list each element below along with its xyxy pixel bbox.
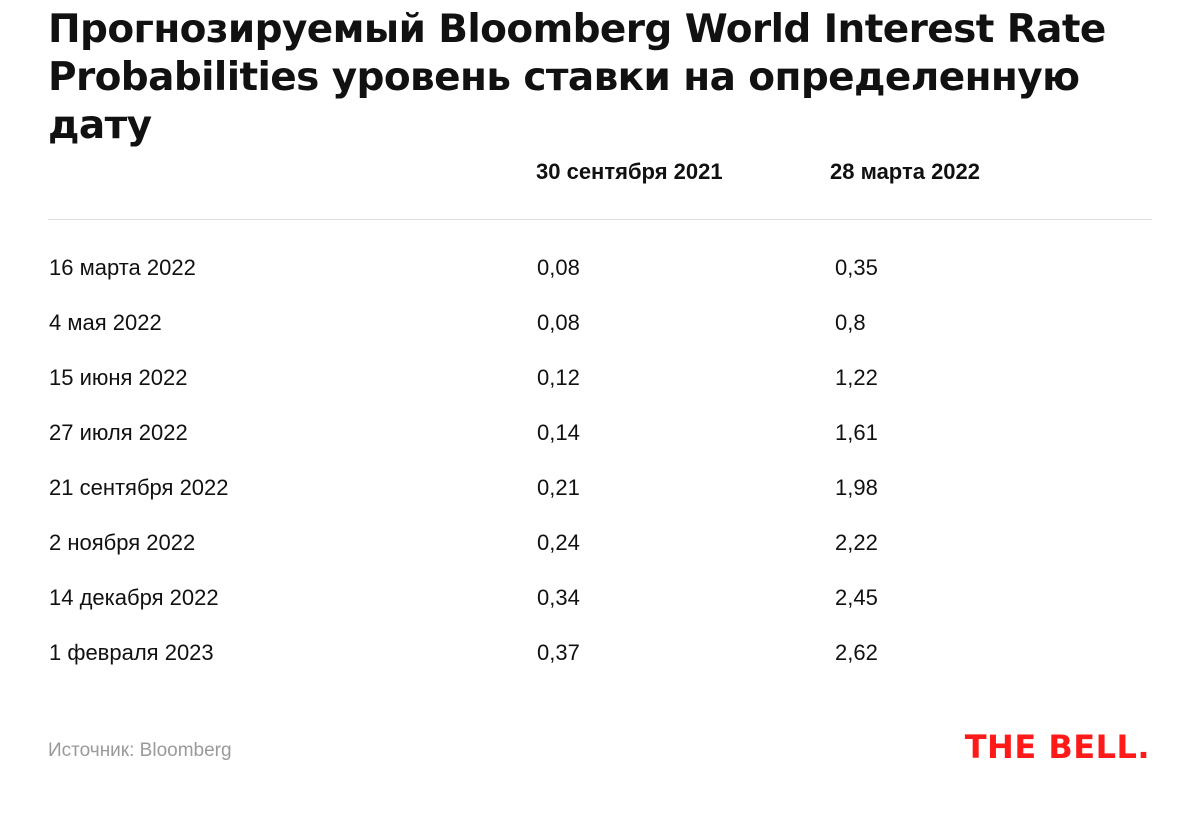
value-mar-2022: 1,98 [835,475,878,500]
row-date: 27 июля 2022 [49,420,188,445]
value-mar-2022: 2,22 [835,530,878,555]
row-date: 14 декабря 2022 [49,585,219,610]
value-sep-2021: 0,34 [537,585,580,610]
row-date: 15 июня 2022 [49,365,188,390]
value-sep-2021: 0,37 [537,640,580,665]
value-mar-2022: 2,45 [835,585,878,610]
table-row: 1 февраля 2023 0,37 2,62 [48,625,1152,680]
table-row: 4 мая 2022 0,08 0,8 [48,295,1152,350]
column-header-mar-2022: 28 марта 2022 [830,159,981,184]
value-mar-2022: 2,62 [835,640,878,665]
value-mar-2022: 1,22 [835,365,878,390]
row-date: 4 мая 2022 [49,310,162,335]
value-sep-2021: 0,08 [537,255,580,280]
value-sep-2021: 0,24 [537,530,580,555]
table-row: 27 июля 2022 0,14 1,61 [48,405,1152,460]
value-mar-2022: 0,8 [835,310,866,335]
value-sep-2021: 0,21 [537,475,580,500]
source-note: Источник: Bloomberg [48,740,232,761]
table-row: 2 ноября 2022 0,24 2,22 [48,515,1152,570]
table-row: 14 декабря 2022 0,34 2,45 [48,570,1152,625]
data-table: 30 сентября 2021 28 марта 2022 16 марта … [48,150,1152,680]
the-bell-logo: THE BELL. [964,728,1150,766]
table-row: 21 сентября 2022 0,21 1,98 [48,460,1152,515]
value-sep-2021: 0,14 [537,420,580,445]
row-date: 21 сентября 2022 [49,475,229,500]
table-row: 15 июня 2022 0,12 1,22 [48,350,1152,405]
value-sep-2021: 0,12 [537,365,580,390]
value-sep-2021: 0,08 [537,310,580,335]
table-body: 16 марта 2022 0,08 0,35 4 мая 2022 0,08 … [48,240,1152,680]
table-header-row: 30 сентября 2021 28 марта 2022 [48,150,1152,220]
page-title: Прогнозируемый Bloomberg World Interest … [48,7,1106,148]
value-mar-2022: 1,61 [835,420,878,445]
table-row: 16 марта 2022 0,08 0,35 [48,240,1152,295]
row-date: 2 ноября 2022 [49,530,196,555]
value-mar-2022: 0,35 [835,255,878,280]
row-date: 16 марта 2022 [49,255,196,280]
column-header-sep-2021: 30 сентября 2021 [536,159,723,184]
row-date: 1 февраля 2023 [49,640,214,665]
